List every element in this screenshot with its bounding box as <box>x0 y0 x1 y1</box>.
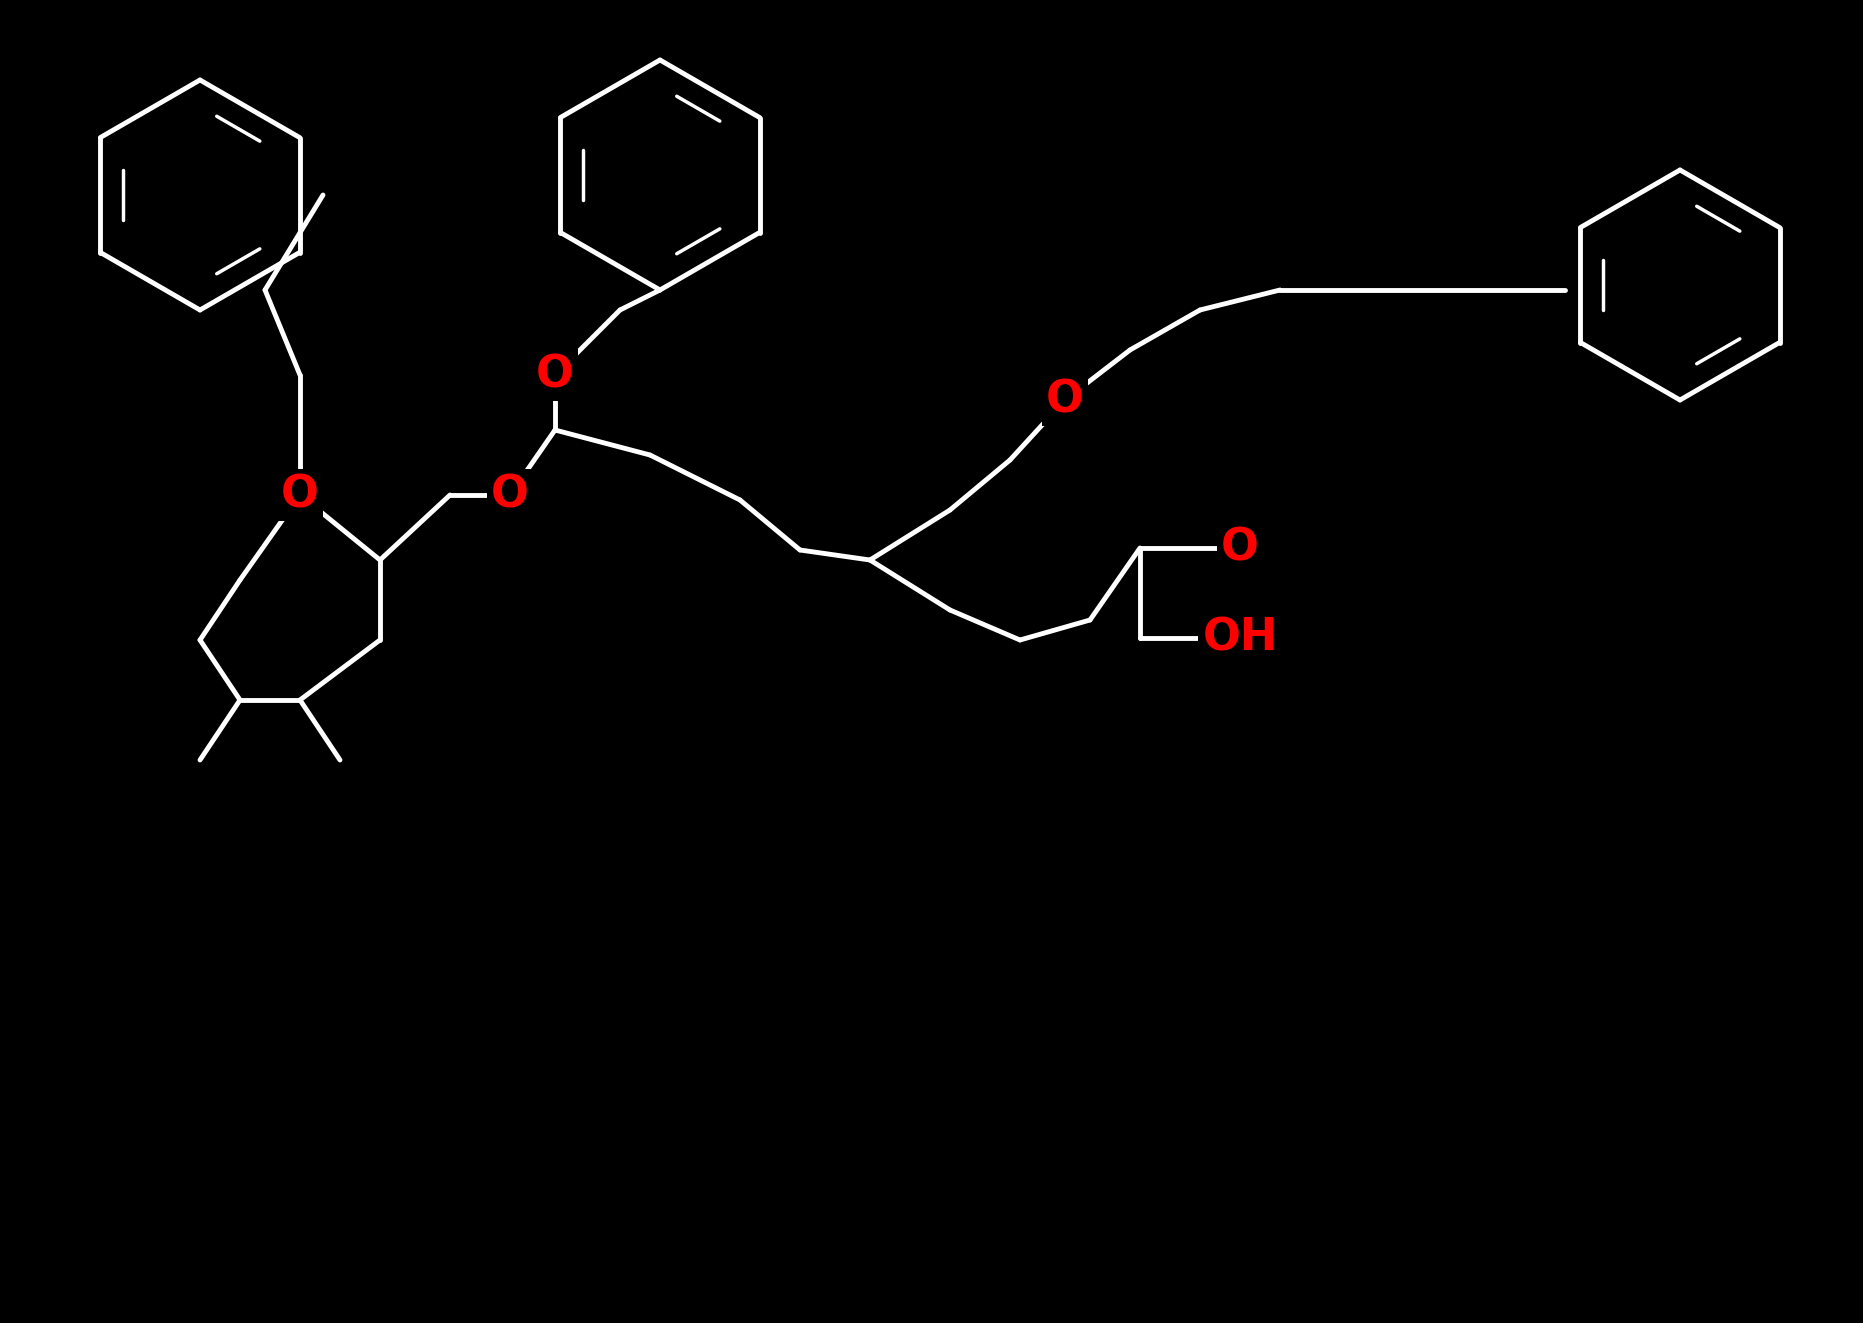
Text: O: O <box>537 353 574 397</box>
Text: O: O <box>281 474 319 516</box>
Text: OH: OH <box>1202 617 1278 659</box>
Text: O: O <box>492 474 529 516</box>
Text: O: O <box>1220 527 1259 569</box>
Text: O: O <box>1045 378 1084 422</box>
